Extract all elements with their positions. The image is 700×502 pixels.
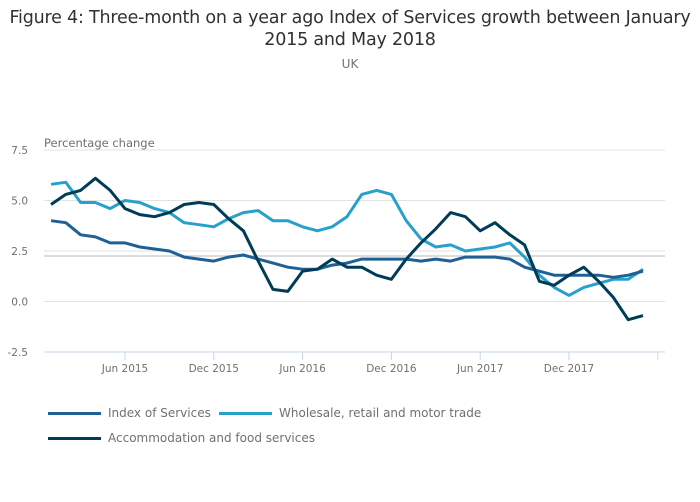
legend-label: Index of Services	[108, 406, 211, 420]
y-tick-label: 7.5	[11, 145, 28, 157]
x-tick-label: Dec 2016	[366, 363, 417, 375]
legend-label: Accommodation and food services	[108, 431, 315, 445]
legend-label: Wholesale, retail and motor trade	[279, 406, 482, 420]
legend-swatch	[48, 436, 101, 440]
y-tick-label: -2.5	[8, 347, 29, 359]
x-tick-label: Dec 2017	[544, 363, 594, 375]
gridlines	[44, 149, 665, 302]
line-chart: Percentage change 7.5 5.0 2.5 0.0 -2.5 Jun 2…	[8, 136, 665, 375]
x-tick-label: Jun 2015	[101, 363, 148, 375]
legend-item-index-of-services[interactable]: Index of Services	[48, 406, 211, 420]
chart-title: Figure 4: Three-month on a year ago Inde…	[9, 8, 691, 50]
y-axis-label: Percentage change	[44, 136, 155, 150]
series-line-wholesale-retail-and-motor-trade[interactable]	[50, 180, 644, 297]
series-line-accommodation-and-food-services[interactable]	[50, 176, 644, 322]
x-tick-label: Jun 2016	[278, 363, 326, 375]
series-lines	[50, 176, 644, 322]
x-axis: Jun 2015 Dec 2015 Jun 2016 Dec 2016 Jun 2017…	[44, 351, 665, 375]
legend-item-wholesale[interactable]: Wholesale, retail and motor trade	[219, 406, 481, 420]
x-tick-label: Dec 2015	[189, 363, 239, 375]
legend-swatch	[48, 411, 101, 415]
y-tick-label: 2.5	[11, 246, 28, 258]
chart-subtitle: UK	[341, 57, 359, 71]
legend-item-accommodation[interactable]: Accommodation and food services	[48, 431, 315, 445]
y-axis-ticks: 7.5 5.0 2.5 0.0 -2.5	[8, 145, 29, 359]
y-tick-label: 5.0	[11, 196, 28, 208]
series-line-index-of-services[interactable]	[50, 219, 644, 279]
y-tick-label: 0.0	[11, 297, 28, 309]
legend-swatch	[219, 411, 272, 415]
x-tick-label: Jun 2017	[456, 363, 503, 375]
